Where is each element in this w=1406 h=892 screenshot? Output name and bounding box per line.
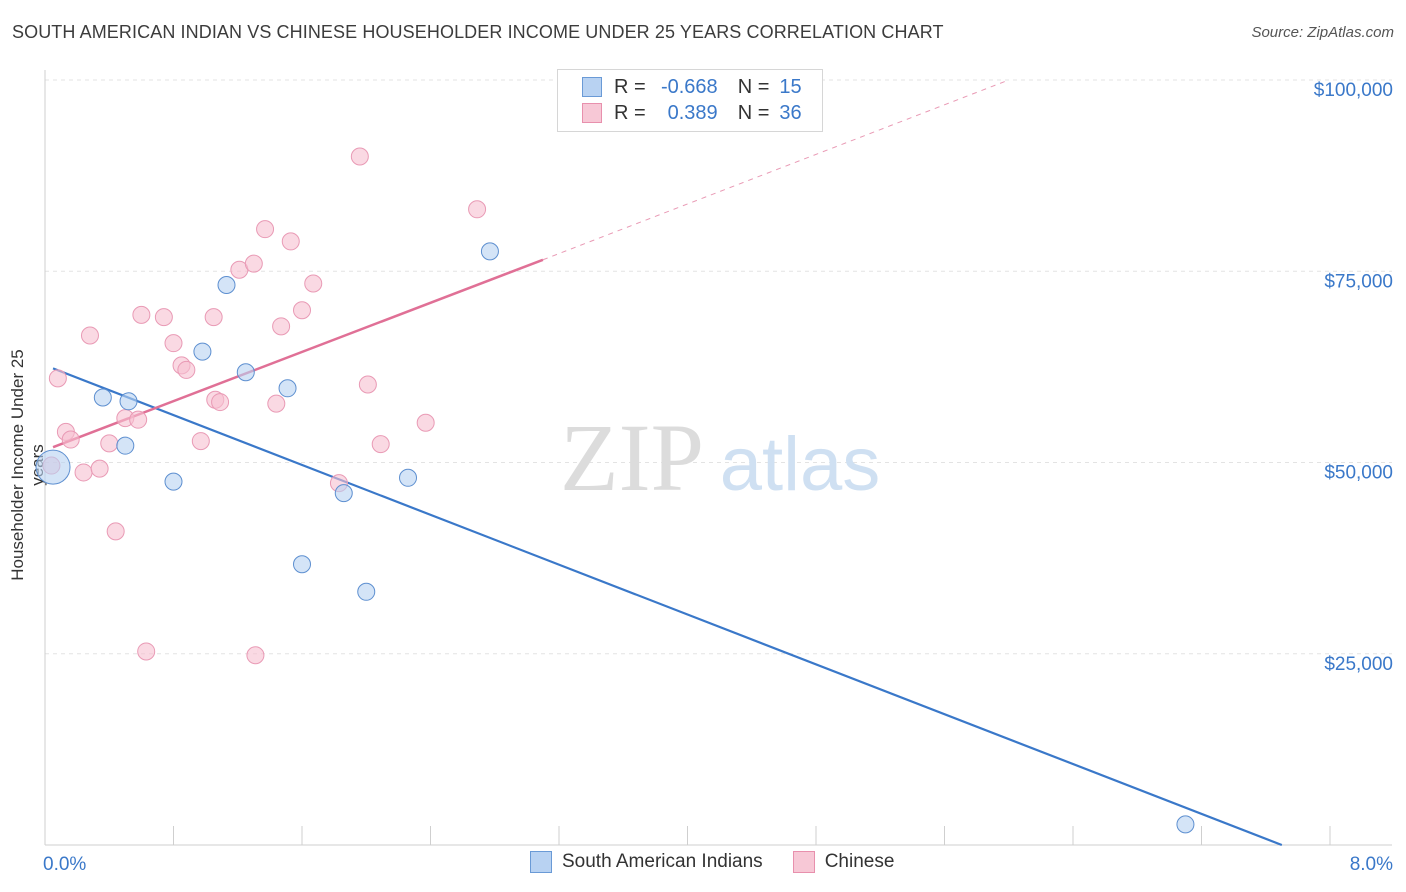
chinese-point bbox=[132, 305, 151, 324]
chinese-point bbox=[61, 430, 80, 449]
chinese-point bbox=[100, 434, 119, 453]
chinese-point bbox=[358, 375, 377, 394]
chinese-point bbox=[272, 317, 291, 336]
legend-n-label: N = bbox=[737, 75, 770, 98]
legend-swatch-pink bbox=[582, 103, 602, 123]
chinese-point bbox=[137, 642, 156, 661]
x-tick-label-min: 0.0% bbox=[43, 854, 86, 875]
legend-swatch-blue bbox=[582, 77, 602, 97]
chinese-point bbox=[244, 254, 263, 273]
trendline-chinese-extension bbox=[542, 79, 1009, 261]
south-american-indian-point bbox=[193, 342, 212, 361]
chinese-point bbox=[164, 334, 183, 353]
legend-r-value: 0.389 bbox=[667, 101, 718, 124]
chinese-point bbox=[211, 393, 230, 412]
legend-n-value: 15 bbox=[779, 75, 802, 98]
chinese-point bbox=[256, 220, 275, 239]
watermark-atlas: atlas bbox=[720, 422, 881, 507]
stats-legend: R = -0.668 N = 15 R = 0.389 N = 36 bbox=[557, 69, 823, 132]
south-american-indian-point bbox=[93, 388, 112, 407]
south-american-indian-point bbox=[278, 379, 297, 398]
chinese-point bbox=[154, 308, 173, 327]
zipatlas-watermark: ZIP atlas bbox=[560, 404, 880, 511]
south-american-indian-point bbox=[357, 582, 376, 601]
chinese-point bbox=[177, 360, 196, 379]
legend-n-value: 36 bbox=[779, 101, 802, 124]
chinese-point bbox=[293, 301, 311, 320]
south-american-indian-point bbox=[293, 555, 311, 574]
chinese-point bbox=[304, 274, 323, 293]
south-american-indian-point bbox=[164, 472, 183, 491]
chinese-point bbox=[129, 410, 148, 429]
south-american-indian-point bbox=[116, 436, 135, 455]
source-label: Source: ZipAtlas.com bbox=[1251, 24, 1394, 41]
y-tick-label: $25,000 bbox=[1324, 654, 1393, 675]
chinese-point bbox=[281, 232, 300, 251]
south-american-indian-point bbox=[399, 468, 418, 487]
chinese-point bbox=[106, 522, 125, 541]
south-american-indian-point bbox=[119, 392, 138, 411]
legend-r-value: -0.668 bbox=[660, 75, 718, 98]
south-american-indian-point bbox=[334, 484, 353, 503]
bottom-legend: South American Indians Chinese bbox=[530, 851, 894, 873]
chinese-point bbox=[246, 646, 265, 665]
legend-n-label: N = bbox=[737, 101, 770, 124]
bottom-legend-swatch-pink bbox=[792, 851, 815, 873]
chinese-point bbox=[350, 147, 369, 166]
legend-row-south-american-indians: R = -0.668 N = 15 bbox=[582, 75, 802, 99]
south-american-indian-point bbox=[236, 363, 255, 382]
chinese-point bbox=[204, 308, 223, 327]
legend-row-chinese: R = 0.389 N = 36 bbox=[582, 101, 802, 125]
bottom-legend-series1: South American Indians bbox=[562, 851, 763, 872]
y-tick-label: $75,000 bbox=[1324, 271, 1393, 292]
y-tick-label: $50,000 bbox=[1324, 463, 1393, 484]
chinese-point bbox=[191, 432, 210, 451]
south-american-indian-point bbox=[35, 449, 71, 485]
chart-title: SOUTH AMERICAN INDIAN VS CHINESE HOUSEHO… bbox=[12, 22, 944, 42]
south-american-indian-point bbox=[1176, 815, 1195, 834]
legend-r-label: R = bbox=[614, 75, 646, 98]
south-american-indian-point bbox=[217, 276, 236, 295]
x-tick-label-max: 8.0% bbox=[1350, 854, 1393, 875]
trendline-south-american-indians bbox=[52, 367, 1283, 847]
chinese-point bbox=[48, 369, 67, 388]
y-tick-label: $100,000 bbox=[1314, 80, 1393, 101]
chinese-point bbox=[371, 435, 390, 454]
chinese-point bbox=[416, 413, 435, 432]
watermark-zip: ZIP bbox=[560, 404, 704, 511]
bottom-legend-swatch-blue bbox=[530, 851, 552, 873]
chinese-point bbox=[267, 394, 286, 413]
chinese-point bbox=[90, 459, 109, 478]
chinese-point bbox=[468, 200, 487, 219]
chinese-point bbox=[74, 463, 93, 482]
south-american-indian-point bbox=[480, 242, 499, 261]
chinese-point bbox=[80, 326, 99, 345]
legend-r-label: R = bbox=[614, 101, 646, 124]
bottom-legend-series2: Chinese bbox=[824, 851, 895, 872]
